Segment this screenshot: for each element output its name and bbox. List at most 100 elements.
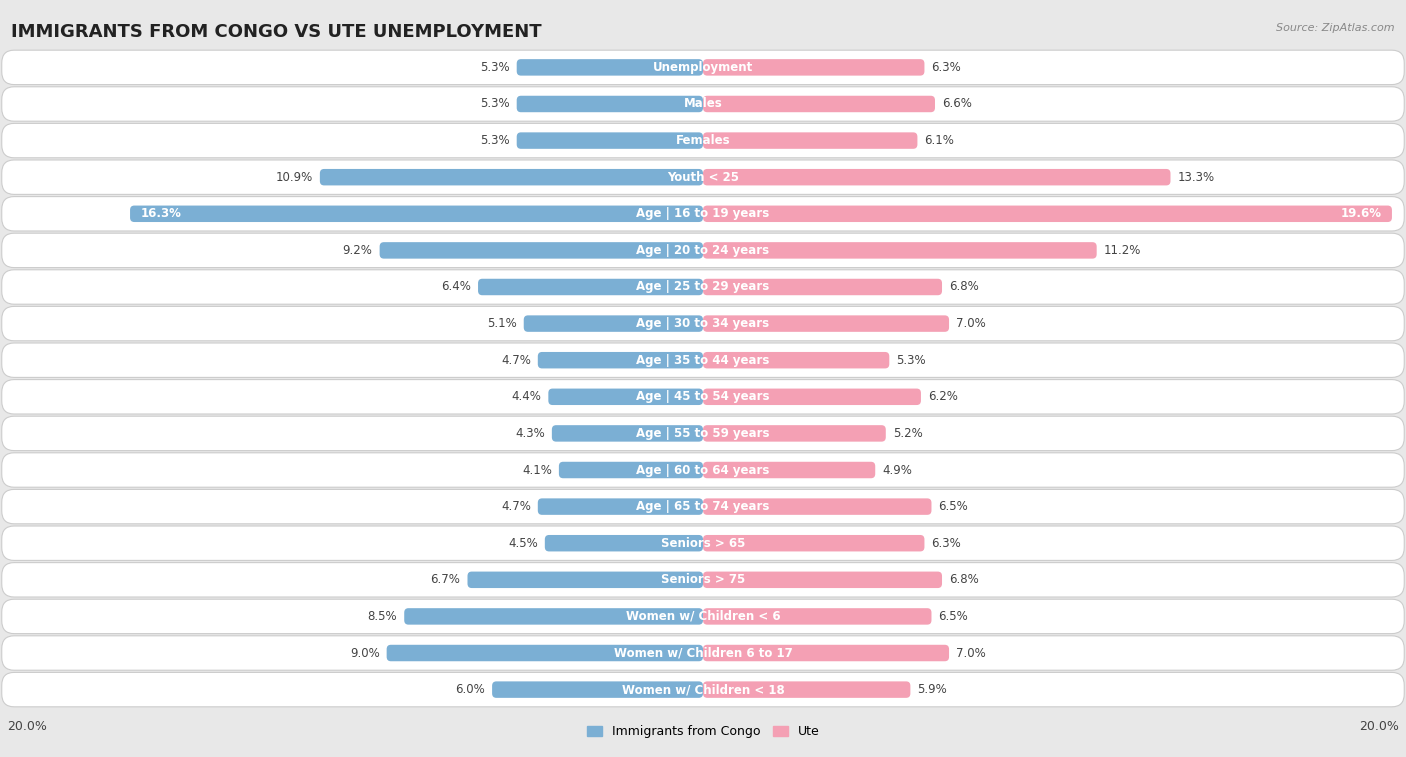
- Text: Seniors > 65: Seniors > 65: [661, 537, 745, 550]
- Text: 13.3%: 13.3%: [1178, 170, 1215, 184]
- FancyBboxPatch shape: [380, 242, 703, 259]
- Text: 4.3%: 4.3%: [515, 427, 546, 440]
- FancyBboxPatch shape: [321, 169, 703, 185]
- Text: Age | 16 to 19 years: Age | 16 to 19 years: [637, 207, 769, 220]
- FancyBboxPatch shape: [703, 608, 932, 625]
- FancyBboxPatch shape: [703, 169, 1170, 185]
- Text: Age | 60 to 64 years: Age | 60 to 64 years: [637, 463, 769, 476]
- FancyBboxPatch shape: [703, 645, 949, 662]
- FancyBboxPatch shape: [703, 572, 942, 588]
- FancyBboxPatch shape: [1, 343, 1405, 378]
- Text: 19.6%: 19.6%: [1340, 207, 1381, 220]
- FancyBboxPatch shape: [478, 279, 703, 295]
- FancyBboxPatch shape: [560, 462, 703, 478]
- Text: 4.9%: 4.9%: [883, 463, 912, 476]
- Text: 10.9%: 10.9%: [276, 170, 314, 184]
- Text: 6.8%: 6.8%: [949, 573, 979, 587]
- Text: Women w/ Children < 6: Women w/ Children < 6: [626, 610, 780, 623]
- FancyBboxPatch shape: [1, 490, 1405, 524]
- FancyBboxPatch shape: [1, 379, 1405, 414]
- FancyBboxPatch shape: [492, 681, 703, 698]
- FancyBboxPatch shape: [551, 425, 703, 441]
- FancyBboxPatch shape: [1, 269, 1405, 304]
- Text: 7.0%: 7.0%: [956, 317, 986, 330]
- FancyBboxPatch shape: [703, 352, 889, 369]
- FancyBboxPatch shape: [1, 197, 1405, 231]
- Text: 7.0%: 7.0%: [956, 646, 986, 659]
- FancyBboxPatch shape: [703, 95, 935, 112]
- Text: 4.7%: 4.7%: [501, 354, 531, 366]
- FancyBboxPatch shape: [1, 672, 1405, 707]
- Text: 9.0%: 9.0%: [350, 646, 380, 659]
- Text: 6.3%: 6.3%: [932, 61, 962, 74]
- FancyBboxPatch shape: [703, 59, 925, 76]
- FancyBboxPatch shape: [1, 636, 1405, 670]
- FancyBboxPatch shape: [703, 462, 875, 478]
- Text: 6.3%: 6.3%: [932, 537, 962, 550]
- FancyBboxPatch shape: [537, 352, 703, 369]
- Text: 5.1%: 5.1%: [486, 317, 517, 330]
- Legend: Immigrants from Congo, Ute: Immigrants from Congo, Ute: [582, 720, 824, 743]
- Text: Unemployment: Unemployment: [652, 61, 754, 74]
- Text: Females: Females: [676, 134, 730, 147]
- Text: 6.7%: 6.7%: [430, 573, 461, 587]
- Text: Age | 25 to 29 years: Age | 25 to 29 years: [637, 281, 769, 294]
- Text: 5.3%: 5.3%: [897, 354, 927, 366]
- Text: Age | 65 to 74 years: Age | 65 to 74 years: [637, 500, 769, 513]
- Text: 5.2%: 5.2%: [893, 427, 922, 440]
- FancyBboxPatch shape: [1, 50, 1405, 85]
- Text: 20.0%: 20.0%: [7, 720, 46, 734]
- Text: Age | 35 to 44 years: Age | 35 to 44 years: [637, 354, 769, 366]
- Text: 6.5%: 6.5%: [939, 610, 969, 623]
- FancyBboxPatch shape: [405, 608, 703, 625]
- Text: Source: ZipAtlas.com: Source: ZipAtlas.com: [1277, 23, 1395, 33]
- Text: 20.0%: 20.0%: [1360, 720, 1399, 734]
- FancyBboxPatch shape: [703, 535, 925, 551]
- FancyBboxPatch shape: [537, 498, 703, 515]
- FancyBboxPatch shape: [387, 645, 703, 662]
- FancyBboxPatch shape: [1, 453, 1405, 488]
- Text: 16.3%: 16.3%: [141, 207, 181, 220]
- FancyBboxPatch shape: [1, 526, 1405, 560]
- FancyBboxPatch shape: [1, 233, 1405, 267]
- FancyBboxPatch shape: [129, 206, 703, 222]
- Text: 11.2%: 11.2%: [1104, 244, 1142, 257]
- FancyBboxPatch shape: [1, 123, 1405, 157]
- FancyBboxPatch shape: [703, 132, 917, 149]
- FancyBboxPatch shape: [703, 206, 1392, 222]
- Text: 5.3%: 5.3%: [479, 134, 510, 147]
- Text: IMMIGRANTS FROM CONGO VS UTE UNEMPLOYMENT: IMMIGRANTS FROM CONGO VS UTE UNEMPLOYMEN…: [11, 23, 541, 41]
- Text: 6.0%: 6.0%: [456, 683, 485, 696]
- Text: Youth < 25: Youth < 25: [666, 170, 740, 184]
- Text: Age | 20 to 24 years: Age | 20 to 24 years: [637, 244, 769, 257]
- FancyBboxPatch shape: [517, 59, 703, 76]
- FancyBboxPatch shape: [1, 562, 1405, 597]
- FancyBboxPatch shape: [1, 416, 1405, 450]
- Text: 5.3%: 5.3%: [479, 98, 510, 111]
- Text: Age | 45 to 54 years: Age | 45 to 54 years: [637, 391, 769, 403]
- Text: 5.9%: 5.9%: [917, 683, 948, 696]
- Text: 8.5%: 8.5%: [367, 610, 398, 623]
- FancyBboxPatch shape: [1, 87, 1405, 121]
- Text: 4.7%: 4.7%: [501, 500, 531, 513]
- FancyBboxPatch shape: [517, 132, 703, 149]
- Text: Age | 30 to 34 years: Age | 30 to 34 years: [637, 317, 769, 330]
- FancyBboxPatch shape: [517, 95, 703, 112]
- Text: 4.4%: 4.4%: [512, 391, 541, 403]
- FancyBboxPatch shape: [703, 279, 942, 295]
- FancyBboxPatch shape: [703, 425, 886, 441]
- FancyBboxPatch shape: [1, 160, 1405, 195]
- FancyBboxPatch shape: [1, 307, 1405, 341]
- Text: 6.4%: 6.4%: [441, 281, 471, 294]
- FancyBboxPatch shape: [703, 242, 1097, 259]
- Text: Women w/ Children < 18: Women w/ Children < 18: [621, 683, 785, 696]
- Text: Women w/ Children 6 to 17: Women w/ Children 6 to 17: [613, 646, 793, 659]
- Text: 6.8%: 6.8%: [949, 281, 979, 294]
- FancyBboxPatch shape: [703, 681, 911, 698]
- Text: 5.3%: 5.3%: [479, 61, 510, 74]
- Text: Males: Males: [683, 98, 723, 111]
- FancyBboxPatch shape: [467, 572, 703, 588]
- FancyBboxPatch shape: [546, 535, 703, 551]
- FancyBboxPatch shape: [548, 388, 703, 405]
- Text: 4.5%: 4.5%: [508, 537, 537, 550]
